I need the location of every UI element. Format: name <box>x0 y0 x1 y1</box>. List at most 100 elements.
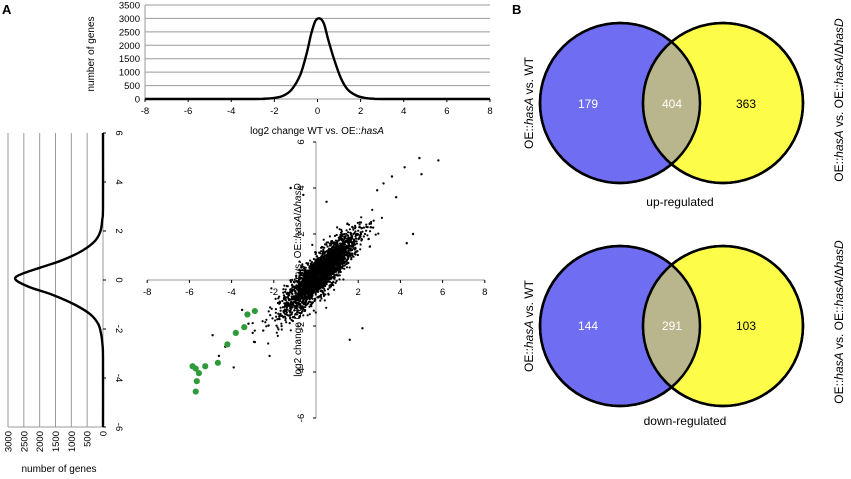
scatter-point <box>341 247 345 250</box>
scatter-point <box>315 282 318 285</box>
scatter-point <box>358 223 361 226</box>
scatter-point <box>301 302 304 305</box>
scatter-point <box>326 288 330 291</box>
scatter-point <box>315 255 318 258</box>
scatter-point <box>311 263 314 266</box>
scatter-point <box>304 289 307 292</box>
scatter-outlier-point <box>232 366 235 369</box>
scatter-point <box>291 290 294 293</box>
scatter-point <box>283 284 286 287</box>
scatter-point <box>302 274 305 277</box>
scatter-point <box>298 311 301 314</box>
scatter-highlight-point <box>214 359 221 366</box>
scatter-point <box>261 320 264 323</box>
scatter-point <box>330 241 333 244</box>
scatter-point <box>336 241 339 244</box>
scatter-point <box>311 297 314 300</box>
scatter-highlight-point <box>192 388 199 395</box>
scatter-point <box>354 253 357 256</box>
scatter-x-tick-label: -6 <box>185 287 193 298</box>
scatter-point <box>349 239 352 242</box>
scatter-point <box>360 216 363 219</box>
scatter-point <box>334 268 337 271</box>
scatter-point <box>347 255 350 258</box>
scatter-y-label-part2: hasA <box>293 276 304 299</box>
scatter-point <box>326 258 329 261</box>
scatter-point <box>277 328 280 331</box>
left-histogram-y-tick-label: -6 <box>113 423 124 431</box>
top-histogram-x-tick-label: -8 <box>141 106 149 117</box>
venn-down-caption: down-regulated <box>644 414 727 428</box>
scatter-point <box>283 308 286 311</box>
scatter-point <box>340 245 343 249</box>
top-histogram-x-label-italic: hasA <box>361 126 384 137</box>
left-histogram-y-tick-label: 2 <box>113 228 124 233</box>
scatter-point <box>323 279 326 282</box>
scatter-point <box>282 315 285 318</box>
scatter-y-label-part1: log2 change OE:: <box>293 299 304 376</box>
scatter-point <box>365 225 368 228</box>
scatter-point <box>347 234 350 237</box>
scatter-point <box>343 233 346 236</box>
panel-label-b: B <box>512 2 521 17</box>
scatter-point <box>306 289 309 292</box>
scatter-point <box>363 232 367 236</box>
scatter-point <box>338 262 342 265</box>
scatter-y-tick-label: 4 <box>296 185 307 190</box>
scatter-point <box>346 258 349 262</box>
scatter-point <box>283 295 286 298</box>
scatter-point <box>343 262 346 265</box>
scatter-point <box>319 266 322 269</box>
scatter-point <box>342 244 345 247</box>
scatter-point <box>337 271 340 274</box>
scatter-point <box>306 275 309 279</box>
scatter-outlier-point <box>325 200 328 203</box>
scatter-point <box>321 290 324 293</box>
scatter-outlier-point <box>268 354 271 358</box>
scatter-point <box>313 287 316 290</box>
scatter-point <box>298 315 302 318</box>
scatter-point <box>300 284 303 287</box>
scatter-point <box>274 308 277 311</box>
panel-label-a: A <box>2 2 12 17</box>
scatter-point <box>315 289 318 292</box>
scatter-point <box>325 276 328 279</box>
scatter-point <box>269 306 272 309</box>
venn-up-right-label-5: /∆ <box>832 46 846 57</box>
scatter-point <box>289 279 292 282</box>
scatter-point <box>350 236 353 239</box>
scatter-point <box>328 248 332 251</box>
scatter-point <box>334 239 337 242</box>
scatter-point <box>319 285 322 288</box>
scatter-point <box>323 251 326 255</box>
venn-up-regulated: 179 404 363 up-regulated OE::hasA vs. WT… <box>522 18 846 209</box>
top-histogram-curve <box>144 17 490 101</box>
scatter-point <box>359 231 362 234</box>
scatter-point <box>291 306 294 309</box>
venn-down-right-label-2: hasA <box>832 352 846 379</box>
scatter-point <box>279 309 282 312</box>
scatter-point <box>284 290 287 293</box>
left-histogram-y-tick-label: 4 <box>113 179 124 184</box>
scatter-point <box>278 295 281 298</box>
scatter-point <box>295 302 298 305</box>
scatter-point <box>333 246 336 249</box>
scatter-point <box>369 230 372 233</box>
scatter-point <box>265 325 268 328</box>
scatter-point <box>317 264 320 267</box>
scatter-point <box>326 241 330 244</box>
scatter-highlight-point <box>195 370 202 377</box>
scatter-point <box>300 311 303 314</box>
scatter-point <box>299 304 302 307</box>
venn-down-left-count: 144 <box>578 319 598 333</box>
scatter-point <box>304 268 307 272</box>
scatter-point <box>325 283 328 286</box>
scatter-point <box>284 310 288 313</box>
scatter-point <box>310 284 313 287</box>
left-histogram-y-tick-label: -2 <box>113 325 124 333</box>
venn-up-left-label: OE::hasA vs. WT <box>522 56 536 149</box>
scatter-outlier-point <box>361 327 364 330</box>
scatter-x-tick-label: 2 <box>356 287 361 298</box>
top-histogram-y-tick-label: 0 <box>135 95 140 106</box>
